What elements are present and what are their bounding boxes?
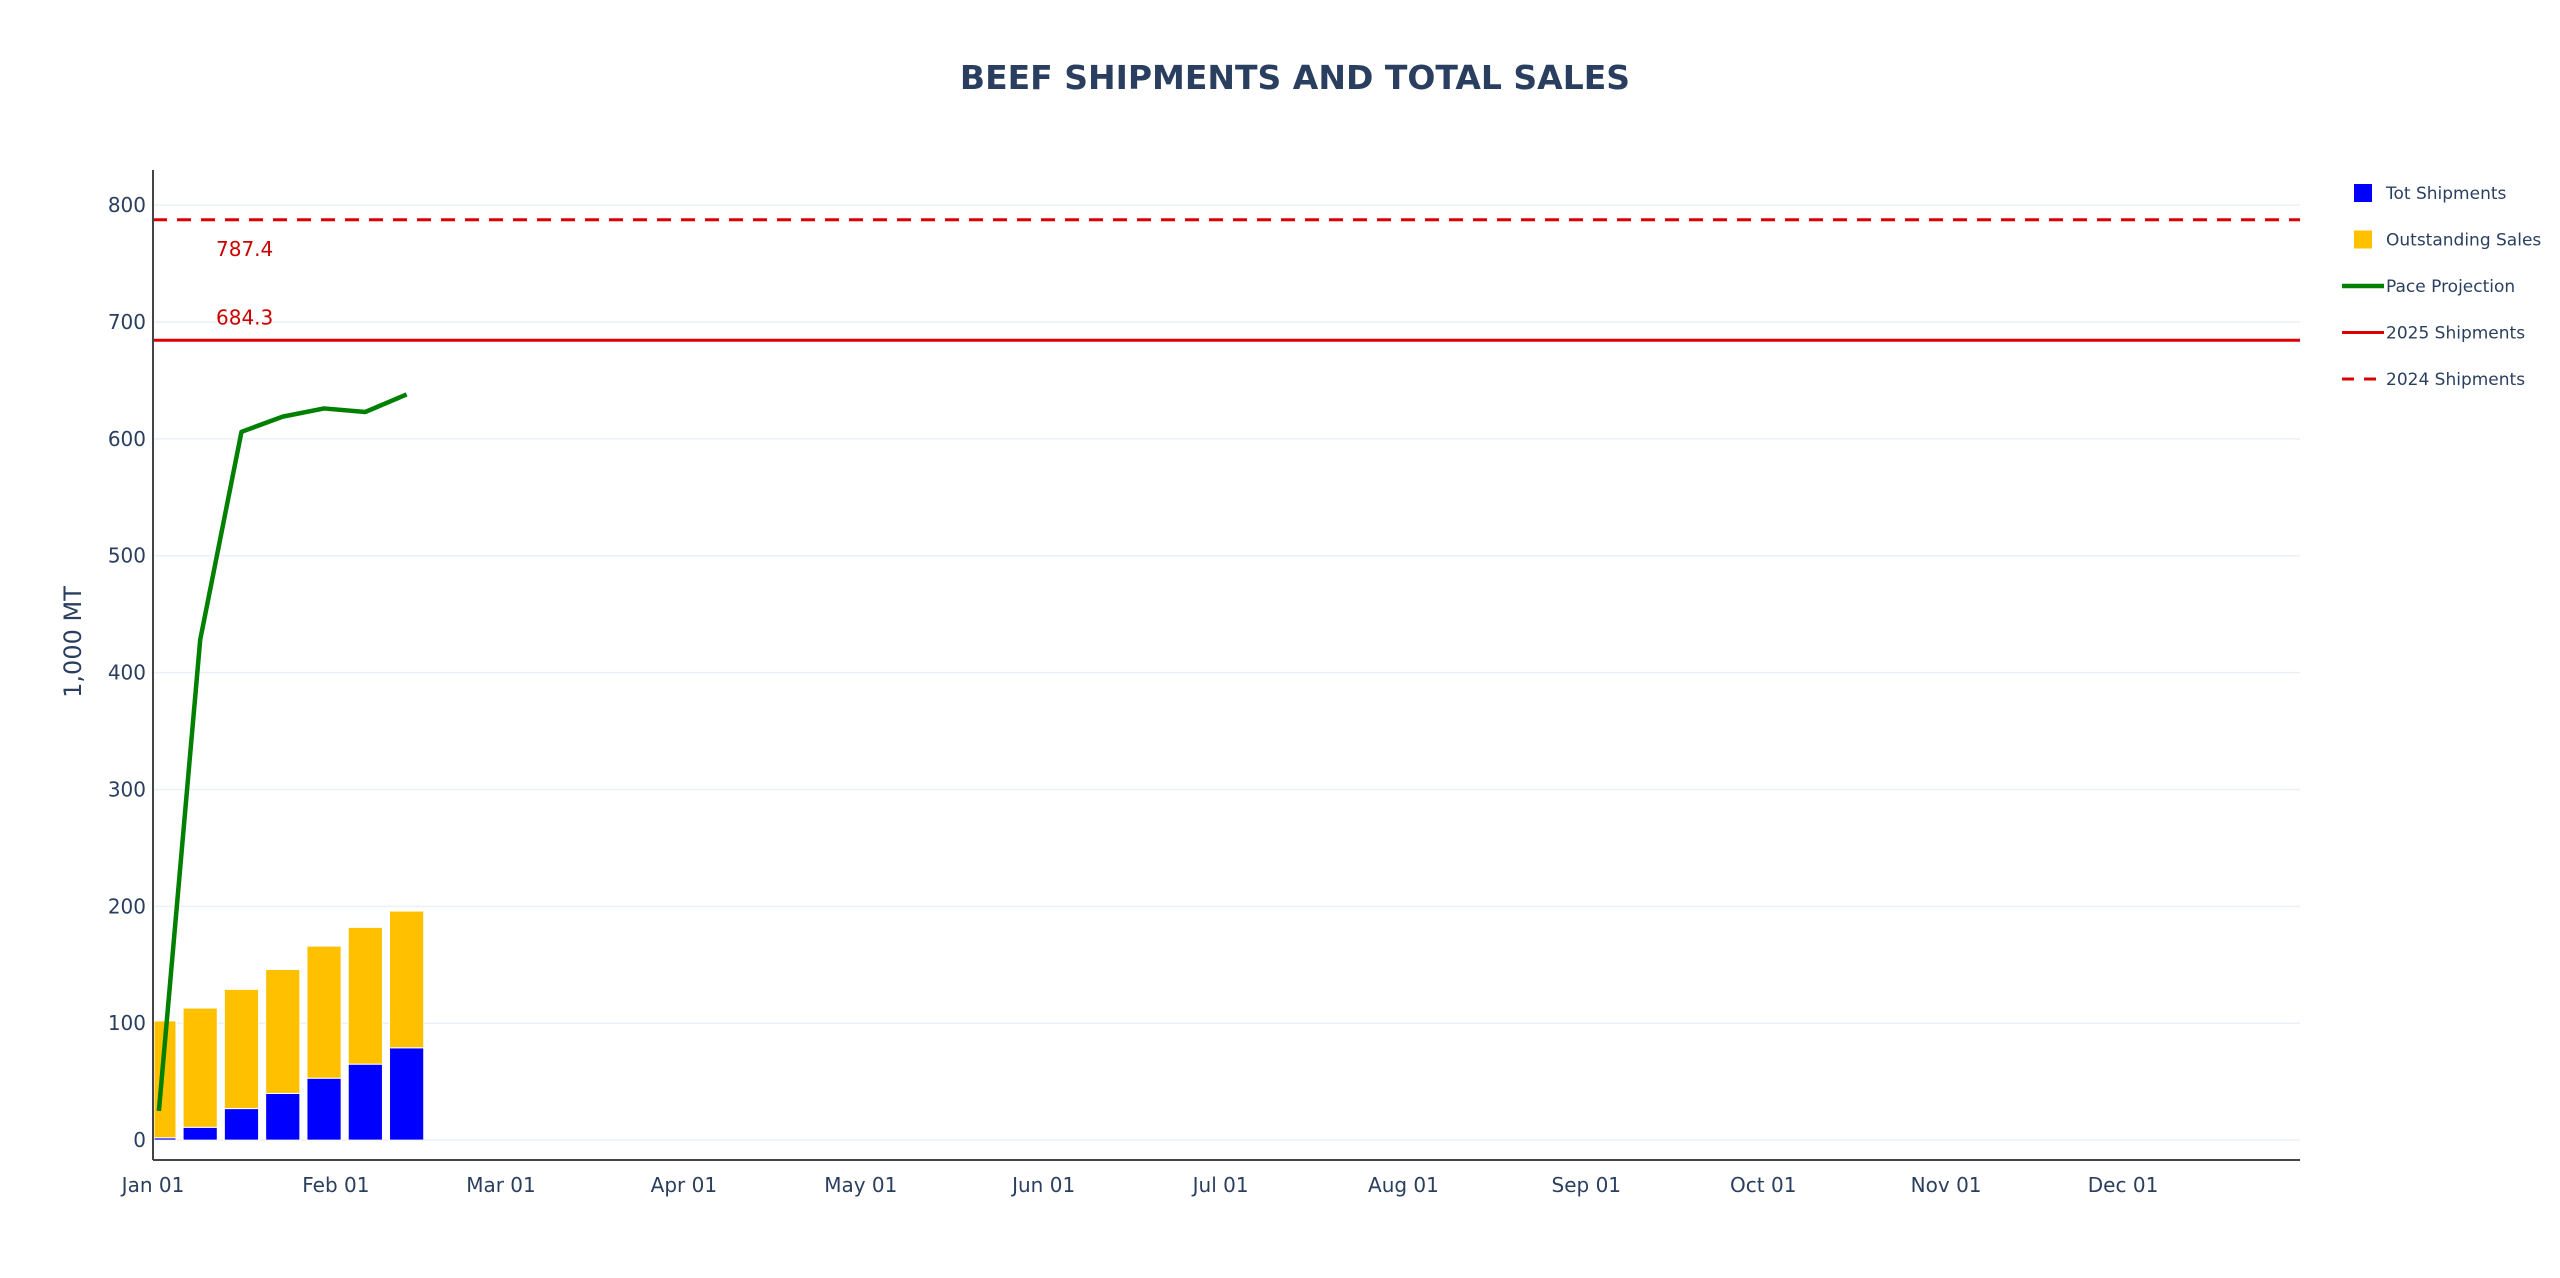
chart-title: BEEF SHIPMENTS AND TOTAL SALES bbox=[960, 58, 1630, 97]
lines: 684.3 787.4 bbox=[153, 218, 2300, 1112]
legend-swatch bbox=[2354, 184, 2372, 202]
bar-outstanding-sales bbox=[306, 945, 342, 1079]
legend-label: 2024 Shipments bbox=[2386, 370, 2525, 390]
legend-swatch bbox=[2354, 230, 2372, 249]
x-tick-label: Jun 01 bbox=[1010, 1173, 1075, 1197]
bars bbox=[153, 910, 425, 1141]
x-tick-label: Aug 01 bbox=[1368, 1173, 1439, 1197]
axes bbox=[152, 170, 2300, 1161]
y-tick-label: 0 bbox=[133, 1128, 146, 1152]
bar-tot-shipments bbox=[182, 1126, 218, 1141]
bar-outstanding-sales bbox=[265, 968, 301, 1094]
legend[interactable]: Tot Shipments Outstanding Sales Pace Proje… bbox=[2342, 184, 2541, 390]
x-tick-label: Sep 01 bbox=[1552, 1173, 1622, 1197]
bar-outstanding-sales bbox=[223, 988, 260, 1110]
bar-tot-shipments bbox=[223, 1108, 260, 1141]
x-tick-label: Dec 01 bbox=[2088, 1173, 2159, 1197]
legend-label: Outstanding Sales bbox=[2386, 231, 2541, 251]
grid-lines bbox=[153, 204, 2300, 1141]
x-tick-label: Jan 01 bbox=[120, 1173, 185, 1197]
tick-labels: 0 100 200 300 400 500 600 700 800 Jan 01 Feb 01 Mar… bbox=[108, 193, 2158, 1197]
y-tick-label: 800 bbox=[108, 193, 146, 217]
y-tick-label: 300 bbox=[108, 777, 146, 801]
x-tick-label: Mar 01 bbox=[466, 1173, 536, 1197]
legend-label: Pace Projection bbox=[2386, 277, 2515, 297]
legend-label: Tot Shipments bbox=[2385, 184, 2507, 204]
bar-outstanding-sales bbox=[182, 1007, 218, 1128]
bar-tot-shipments bbox=[347, 1063, 383, 1141]
y-tick-label: 500 bbox=[108, 544, 146, 568]
x-tick-label: Feb 01 bbox=[302, 1173, 369, 1197]
y-tick-label: 600 bbox=[108, 427, 146, 451]
x-tick-label: Jul 01 bbox=[1191, 1173, 1249, 1197]
pace-projection-line bbox=[156, 392, 408, 1112]
legend-label: 2025 Shipments bbox=[2386, 324, 2525, 344]
y-tick-label: 200 bbox=[108, 894, 146, 918]
reference-value-label: 684.3 bbox=[216, 305, 273, 329]
bar-tot-shipments bbox=[389, 1047, 425, 1141]
x-tick-label: May 01 bbox=[824, 1173, 897, 1197]
x-tick-label: Apr 01 bbox=[651, 1173, 717, 1197]
bar-outstanding-sales bbox=[347, 926, 383, 1065]
y-tick-label: 700 bbox=[108, 310, 146, 334]
bar-tot-shipments bbox=[265, 1092, 301, 1141]
reference-value-label: 787.4 bbox=[216, 237, 273, 261]
bar-outstanding-sales bbox=[389, 910, 425, 1049]
x-tick-label: Oct 01 bbox=[1730, 1173, 1796, 1197]
y-axis-label: 1,000 MT bbox=[59, 586, 87, 698]
x-tick-label: Nov 01 bbox=[1911, 1173, 1982, 1197]
bar-tot-shipments bbox=[306, 1077, 342, 1141]
y-tick-label: 400 bbox=[108, 661, 146, 685]
y-tick-label: 100 bbox=[108, 1011, 146, 1035]
